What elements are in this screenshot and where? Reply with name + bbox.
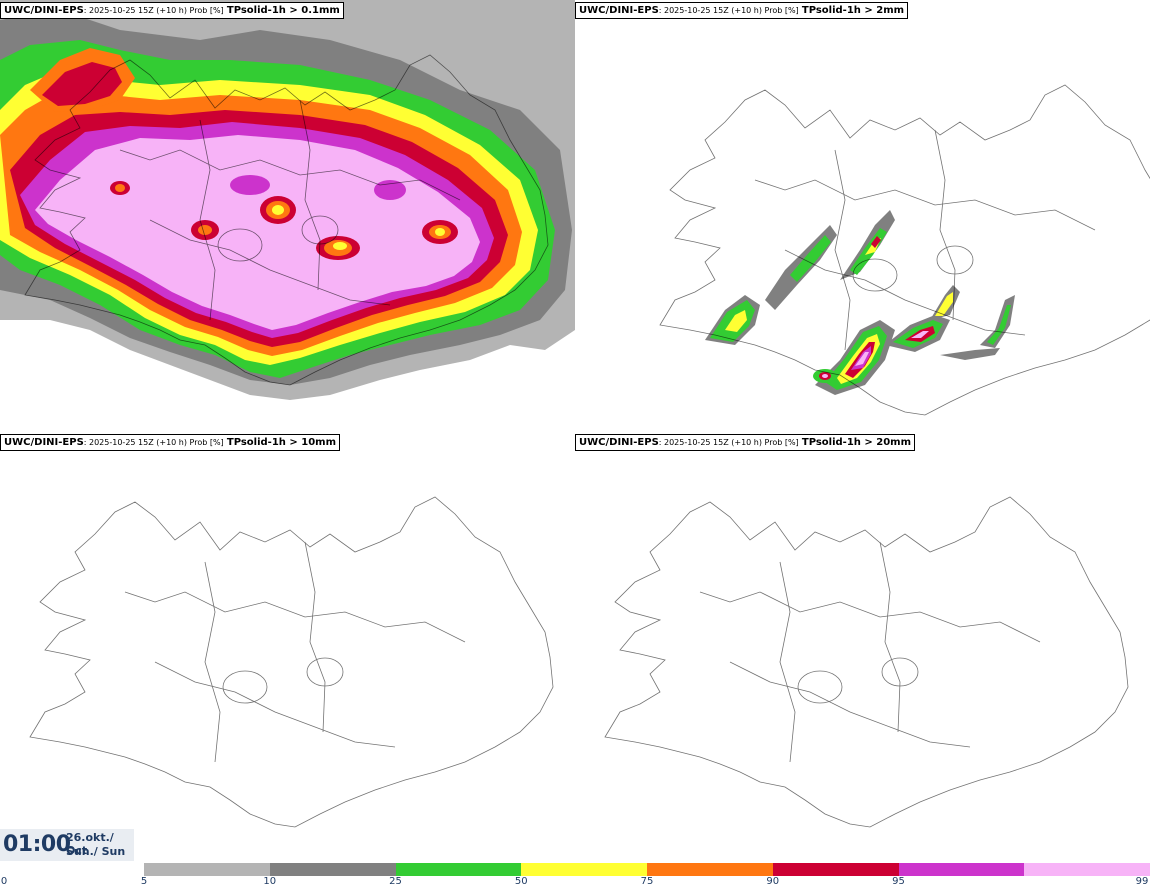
colorbar-segment: [269, 863, 396, 876]
prob-streak-green: [987, 305, 1011, 345]
coastline: [29, 496, 554, 828]
colorbar-tick-label: 95: [892, 876, 905, 887]
model-name: UWC/DINI-EPS: [4, 437, 84, 448]
probability-map: [0, 0, 575, 400]
map-panel-10mm: UWC/DINI-EPS: 2025-10-25 15Z (+10 h) Pro…: [0, 432, 575, 864]
prob-streak-gray: [980, 295, 1015, 348]
model-name: UWC/DINI-EPS: [579, 437, 659, 448]
probability-map: [29, 496, 554, 828]
prob-streak-yellow: [725, 310, 747, 332]
probability-fill: [0, 0, 575, 400]
colorbar-segment: [772, 863, 899, 876]
colorbar-tick-label: 10: [263, 876, 277, 887]
colorbar-tick-label: 0: [0, 876, 8, 887]
valid-hour: 01:00: [3, 832, 71, 857]
run-info: : 2025-10-25 15Z (+10 h) Prob [%]: [83, 6, 224, 15]
run-info: : 2025-10-25 15Z (+10 h) Prob [%]: [658, 6, 799, 15]
prob-streak-pink: [911, 331, 929, 338]
prob-streak-yellow: [935, 292, 953, 316]
colorbar-tick-label: 5: [140, 876, 148, 887]
coastline: [604, 496, 1129, 828]
coastline: [659, 84, 1150, 416]
prob-patch-orange: [198, 225, 212, 235]
prob-patch-yellow: [272, 205, 284, 215]
prob-band-red: [42, 62, 122, 106]
colorbar-segment: [144, 863, 270, 876]
colorbar-tick-label: 25: [389, 876, 402, 887]
colorbar-legend: [144, 863, 1150, 876]
colorbar-segment: [647, 863, 773, 876]
colorbar-segment: [395, 863, 522, 876]
prob-patch-magenta: [230, 175, 270, 195]
probability-fill: [705, 210, 1015, 395]
panel-title: UWC/DINI-EPS: 2025-10-25 15Z (+10 h) Pro…: [575, 434, 916, 451]
variable-label: TPsolid-1h > 20mm: [801, 437, 912, 448]
prob-patch-yellow: [435, 228, 445, 236]
probability-map: [604, 496, 1129, 828]
map-panel-0.1mm: UWC/DINI-EPS: 2025-10-25 15Z (+10 h) Pro…: [0, 0, 575, 432]
prob-band-pink: [35, 135, 480, 330]
colorbar-tick-label: 50: [514, 876, 528, 887]
prob-patch-yellow: [333, 242, 347, 250]
prob-streak-pink: [855, 352, 869, 366]
colorbar-tick-label: 75: [640, 876, 654, 887]
colorbar-tick-label: 90: [766, 876, 780, 887]
run-info: : 2025-10-25 15Z (+10 h) Prob [%]: [83, 438, 224, 447]
colorbar-segment: [521, 863, 647, 876]
model-name: UWC/DINI-EPS: [579, 5, 659, 16]
panel-title: UWC/DINI-EPS: 2025-10-25 15Z (+10 h) Pro…: [0, 2, 344, 19]
variable-label: TPsolid-1h > 10mm: [226, 437, 337, 448]
variable-label: TPsolid-1h > 2mm: [801, 5, 905, 16]
coastline: [24, 54, 549, 386]
probability-map: [659, 84, 1150, 416]
panel-title: UWC/DINI-EPS: 2025-10-25 15Z (+10 h) Pro…: [575, 2, 909, 19]
prob-streak-green: [790, 235, 831, 282]
valid-weekday: Sun./ Sun: [66, 845, 126, 858]
model-name: UWC/DINI-EPS: [4, 5, 84, 16]
colorbar-tick-label: 99: [1135, 876, 1149, 887]
prob-patch-orange: [115, 184, 125, 192]
prob-patch-magenta: [374, 180, 406, 200]
map-panel-2mm: UWC/DINI-EPS: 2025-10-25 15Z (+10 h) Pro…: [575, 0, 1150, 432]
run-info: : 2025-10-25 15Z (+10 h) Prob [%]: [658, 438, 799, 447]
map-panel-20mm: UWC/DINI-EPS: 2025-10-25 15Z (+10 h) Pro…: [575, 432, 1150, 864]
panel-title: UWC/DINI-EPS: 2025-10-25 15Z (+10 h) Pro…: [0, 434, 341, 451]
valid-date: 26.okt./ Oct: [66, 831, 114, 857]
colorbar-segment: [898, 863, 1025, 876]
prob-patch-red: [871, 236, 881, 248]
prob-patch-pink: [822, 374, 828, 378]
colorbar-segment: [1024, 863, 1150, 876]
valid-time-box: 01:00 26.okt./ Oct Sun./ Sun: [0, 829, 134, 861]
variable-label: TPsolid-1h > 0.1mm: [226, 5, 340, 16]
prob-streak-gray: [940, 348, 1000, 360]
